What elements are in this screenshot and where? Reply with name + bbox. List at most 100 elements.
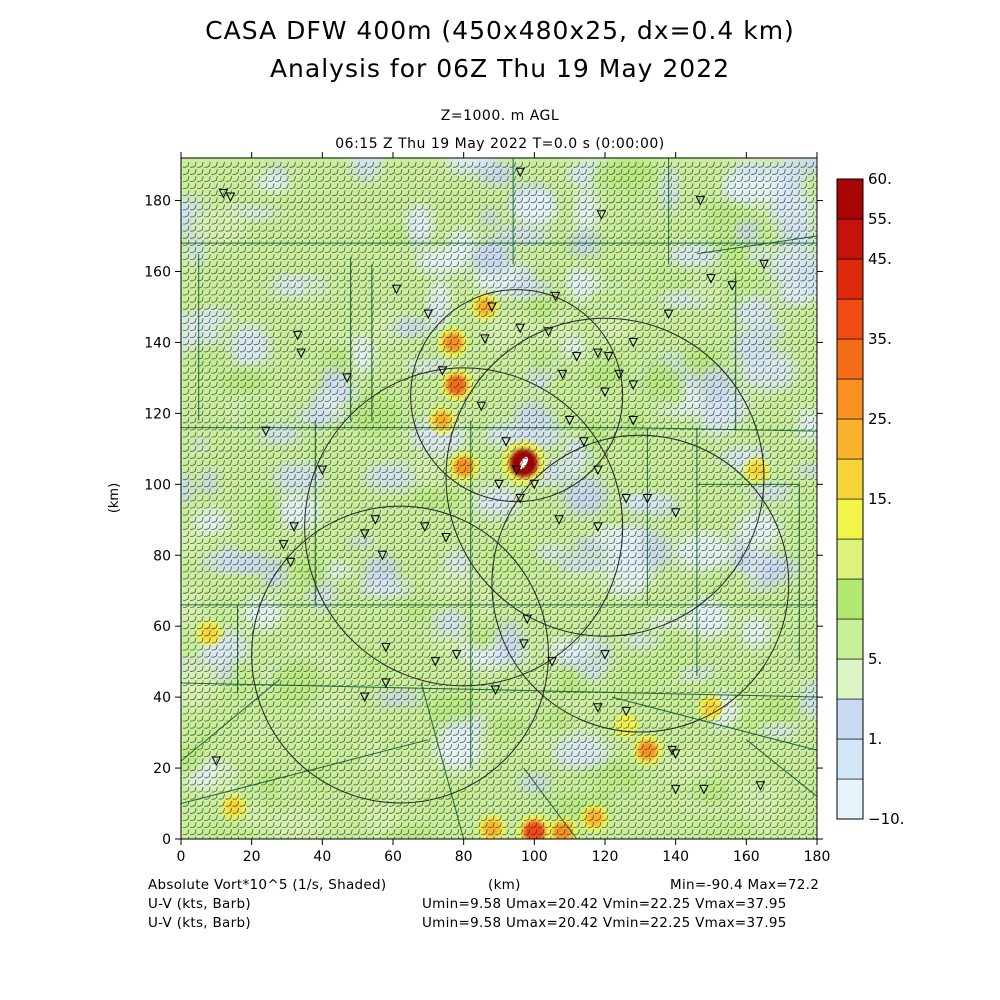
vorticity-patch bbox=[540, 710, 573, 727]
hotspot-core bbox=[446, 374, 467, 396]
vorticity-patch bbox=[746, 246, 770, 263]
colorbar-swatch bbox=[836, 218, 864, 260]
x-tick-label: 80 bbox=[455, 849, 473, 865]
colorbar-label: 5. bbox=[868, 650, 882, 668]
vorticity-patch bbox=[478, 161, 517, 186]
vorticity-patch bbox=[360, 579, 413, 598]
vorticity-patch bbox=[796, 253, 817, 296]
y-tick-label: 20 bbox=[153, 761, 171, 777]
field-label: Absolute Vort*10^5 (1/s, Shaded) bbox=[148, 877, 387, 893]
vorticity-patch bbox=[758, 821, 776, 839]
x-tick-label: 160 bbox=[733, 849, 760, 865]
vorticity-patch bbox=[181, 474, 194, 503]
colorbar-label: 25. bbox=[868, 410, 892, 428]
barb1-stats: Umin=9.58 Umax=20.42 Vmin=22.25 Vmax=37.… bbox=[422, 896, 787, 912]
level-label: Z=1000. m AGL bbox=[440, 108, 560, 124]
vorticity-patch bbox=[558, 669, 584, 702]
colorbar-label: 55. bbox=[868, 210, 892, 228]
vorticity-patch bbox=[292, 407, 350, 423]
colorbar-label: 1. bbox=[868, 730, 882, 748]
colorbar-label: 35. bbox=[868, 330, 892, 348]
y-tick-label: 0 bbox=[162, 832, 171, 848]
vorticity-patch bbox=[415, 247, 470, 274]
y-tick-label: 80 bbox=[153, 548, 171, 564]
colorbar-swatch bbox=[836, 498, 864, 540]
vorticity-patch bbox=[428, 693, 478, 723]
vorticity-patch bbox=[302, 278, 321, 310]
vorticity-patch bbox=[668, 243, 721, 268]
vorticity-patch bbox=[597, 158, 657, 190]
vorticity-patch bbox=[552, 735, 610, 770]
plot-area bbox=[181, 158, 817, 839]
vorticity-patch bbox=[228, 324, 271, 367]
y-tick-label: 40 bbox=[153, 690, 171, 706]
vorticity-patch bbox=[482, 314, 523, 353]
vorticity-patch bbox=[547, 379, 566, 396]
vorticity-patch bbox=[497, 622, 523, 659]
chart-subtitle: Analysis for 06Z Thu 19 May 2022 bbox=[269, 54, 731, 83]
colorbar-swatch bbox=[836, 378, 864, 420]
colorbar-swatch bbox=[836, 778, 864, 820]
vorticity-patch bbox=[563, 475, 607, 517]
vorticity-patch bbox=[365, 799, 399, 837]
x-axis-label: (km) bbox=[488, 877, 521, 893]
vorticity-patch bbox=[391, 318, 432, 337]
vorticity-patch bbox=[385, 759, 430, 797]
x-tick-label: 40 bbox=[313, 849, 331, 865]
vorticity-patch bbox=[681, 349, 721, 375]
vorticity-patch bbox=[468, 246, 498, 270]
vorticity-patch bbox=[349, 535, 374, 548]
colorbar-swatch bbox=[836, 538, 864, 580]
vorticity-patch bbox=[192, 439, 209, 453]
vorticity-patch bbox=[273, 463, 324, 494]
vorticity-patch bbox=[375, 691, 421, 706]
hotspot-core bbox=[637, 740, 657, 760]
barb1-label: U-V (kts, Barb) bbox=[148, 896, 251, 912]
vorticity-patch bbox=[181, 662, 221, 698]
colorbar-swatch bbox=[836, 258, 864, 300]
colorbar-swatch bbox=[836, 418, 864, 460]
vorticity-patch bbox=[735, 296, 776, 330]
colorbar-swatch bbox=[836, 698, 864, 740]
vorticity-patch bbox=[350, 393, 403, 435]
vorticity-patch bbox=[665, 753, 713, 783]
hotspot-core bbox=[443, 332, 463, 352]
vorticity-patch bbox=[796, 158, 817, 175]
y-axis-label: (km) bbox=[107, 483, 122, 513]
vorticity-patch bbox=[351, 158, 381, 182]
colorbar-label: 15. bbox=[868, 490, 892, 508]
vorticity-patch bbox=[416, 788, 476, 806]
colorbar-swatch bbox=[836, 338, 864, 380]
vorticity-patch bbox=[405, 360, 453, 374]
vorticity-patch bbox=[388, 828, 437, 839]
vorticity-patch bbox=[660, 167, 679, 212]
vorticity-patch bbox=[610, 766, 641, 791]
y-tick-label: 120 bbox=[144, 406, 171, 422]
hotspot-core bbox=[454, 457, 474, 477]
vorticity-patch bbox=[795, 464, 817, 477]
y-tick-label: 140 bbox=[144, 335, 171, 351]
barb2-stats: Umin=9.58 Umax=20.42 Vmin=22.25 Vmax=37.… bbox=[422, 915, 787, 931]
vorticity-patch bbox=[674, 532, 733, 572]
chart-title: CASA DFW 400m (450x480x25, dx=0.4 km) bbox=[205, 16, 795, 45]
vorticity-patch bbox=[641, 367, 673, 404]
vorticity-patch bbox=[364, 463, 421, 491]
vorticity-patch bbox=[559, 697, 595, 711]
vorticity-patch bbox=[201, 821, 259, 839]
vorticity-patch bbox=[269, 658, 325, 702]
vorticity-patch bbox=[733, 162, 771, 179]
vorticity-patch bbox=[560, 571, 620, 586]
y-tick-label: 160 bbox=[144, 265, 171, 281]
colorbar-label: 45. bbox=[868, 250, 892, 268]
vorticity-patch bbox=[695, 820, 755, 839]
colorbar-swatch bbox=[836, 658, 864, 700]
vorticity-patch bbox=[797, 409, 817, 441]
colorbar-label: −10. bbox=[868, 810, 904, 828]
vorticity-patch bbox=[236, 392, 279, 436]
vorticity-patch bbox=[219, 369, 269, 395]
vorticity-patch bbox=[361, 740, 387, 772]
vorticity-patch bbox=[526, 192, 554, 224]
minmax-label: Min=-90.4 Max=72.2 bbox=[670, 877, 820, 893]
vorticity-patch bbox=[617, 493, 669, 508]
